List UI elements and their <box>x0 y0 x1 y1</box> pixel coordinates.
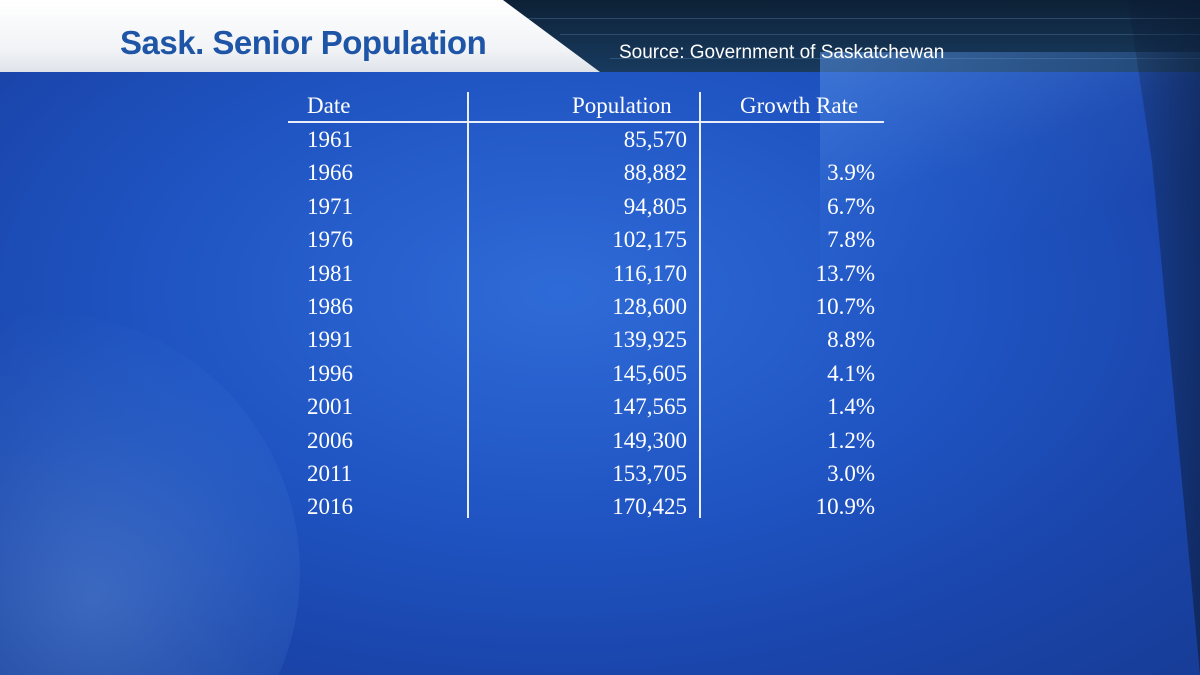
decorative-streak <box>560 34 1200 35</box>
cell-population: 153,705 <box>612 460 687 486</box>
cell-date: 2011 <box>307 460 353 486</box>
cell-growth-rate: 13.7% <box>815 260 875 286</box>
cell-date: 2006 <box>307 427 353 453</box>
table-row: 2011 153,705 3.0% <box>0 457 1200 490</box>
cell-population: 139,925 <box>612 327 687 353</box>
cell-date: 2016 <box>307 494 353 520</box>
cell-date: 2001 <box>307 394 353 420</box>
cell-population: 170,425 <box>612 494 687 520</box>
cell-growth-rate: 1.2% <box>827 427 875 453</box>
cell-growth-rate: 3.0% <box>827 460 875 486</box>
table-row: 1991 139,925 8.8% <box>0 323 1200 356</box>
table-row: 2006 149,300 1.2% <box>0 424 1200 457</box>
table-row: 2001 147,565 1.4% <box>0 390 1200 423</box>
column-header-date: Date <box>307 93 351 118</box>
cell-population: 149,300 <box>612 427 687 453</box>
cell-population: 116,170 <box>613 260 687 286</box>
cell-growth-rate: 6.7% <box>827 193 875 219</box>
cell-population: 128,600 <box>612 293 687 319</box>
table-body: 1961 85,570 1966 88,882 3.9% 1971 94,805… <box>0 123 1200 524</box>
cell-growth-rate: 10.9% <box>815 494 875 520</box>
table-row: 1996 145,605 4.1% <box>0 357 1200 390</box>
cell-growth-rate: 8.8% <box>827 327 875 353</box>
page-title: Sask. Senior Population <box>120 24 487 61</box>
table-row: 1986 128,600 10.7% <box>0 290 1200 323</box>
header-divider <box>288 121 884 123</box>
cell-growth-rate: 4.1% <box>827 360 875 386</box>
table-row: 1971 94,805 6.7% <box>0 190 1200 223</box>
column-divider <box>467 92 469 518</box>
column-header-growth-rate: Growth Rate <box>740 93 859 118</box>
column-header-population: Population <box>572 93 672 118</box>
table-row: 2016 170,425 10.9% <box>0 490 1200 523</box>
cell-date: 1976 <box>307 227 353 253</box>
cell-population: 147,565 <box>612 394 687 420</box>
cell-population: 88,882 <box>623 160 687 186</box>
table-row: 1966 88,882 3.9% <box>0 156 1200 189</box>
cell-growth-rate: 1.4% <box>827 394 875 420</box>
cell-growth-rate: 3.9% <box>827 160 875 186</box>
cell-date: 1996 <box>307 360 353 386</box>
cell-date: 1986 <box>307 293 353 319</box>
cell-date: 1981 <box>307 260 353 286</box>
title-tab <box>0 0 600 72</box>
table-row: 1981 116,170 13.7% <box>0 257 1200 290</box>
cell-population: 94,805 <box>623 193 687 219</box>
cell-growth-rate: 7.8% <box>827 227 875 253</box>
cell-date: 1966 <box>307 160 353 186</box>
cell-growth-rate: 10.7% <box>815 293 875 319</box>
main-panel <box>0 52 1200 675</box>
table-row: 1961 85,570 <box>0 123 1200 156</box>
source-caption: Source: Government of Saskatchewan <box>619 42 945 63</box>
cell-date: 1991 <box>307 327 353 353</box>
cell-population: 145,605 <box>612 360 687 386</box>
cell-population: 85,570 <box>623 127 687 152</box>
cell-population: 102,175 <box>612 227 687 253</box>
cell-date: 1971 <box>307 193 353 219</box>
column-divider <box>699 92 701 518</box>
table-row: 1976 102,175 7.8% <box>0 223 1200 256</box>
decorative-streak <box>520 18 1200 19</box>
cell-date: 1961 <box>307 127 353 152</box>
